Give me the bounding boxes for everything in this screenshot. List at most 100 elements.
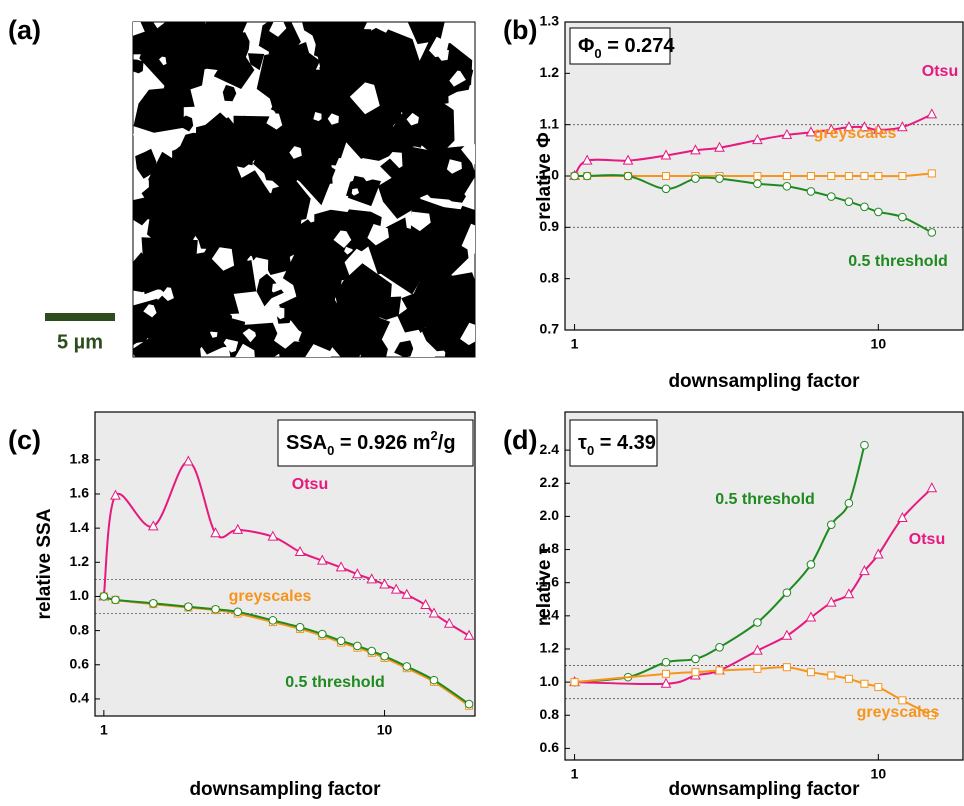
series-label: greyscales	[814, 125, 897, 142]
y-tick-label: 0.4	[70, 690, 90, 706]
annotation-part: τ	[578, 432, 587, 454]
annotation: Φ0 = 0.274	[578, 35, 675, 61]
marker	[583, 172, 591, 180]
micrograph-phases	[113, 0, 494, 386]
marker	[807, 669, 814, 676]
scale-bar-label: 5 µm	[57, 331, 103, 353]
annotation: SSA0 = 0.926 m2/g	[286, 428, 456, 458]
annotation-part: SSA	[286, 432, 327, 454]
y-axis-label: relative τ	[534, 545, 555, 626]
x-tick-label: 10	[377, 722, 393, 738]
marker	[845, 675, 852, 682]
panel-label: (d)	[503, 425, 537, 455]
marker	[692, 669, 699, 676]
marker	[149, 599, 157, 607]
marker	[465, 700, 473, 708]
marker	[875, 173, 882, 180]
marker	[692, 655, 700, 663]
x-axis-label: downsampling factor	[189, 779, 381, 800]
series-label: 0.5 threshold	[715, 491, 815, 508]
marker	[828, 672, 835, 679]
marker	[662, 658, 670, 666]
annotation-part: = 0.926 m	[334, 432, 430, 454]
series-label: Otsu	[922, 63, 958, 80]
marker	[368, 647, 376, 655]
y-tick-label: 2.0	[540, 507, 560, 523]
y-tick-label: 1.0	[70, 587, 90, 603]
panel-label: (c)	[8, 425, 41, 455]
marker	[875, 684, 882, 691]
series-label: Otsu	[909, 531, 945, 548]
marker	[783, 664, 790, 671]
x-tick-label: 1	[571, 336, 579, 352]
y-tick-label: 0.8	[540, 269, 560, 285]
annotation-part: /g	[438, 432, 456, 454]
marker	[807, 188, 815, 196]
y-tick-label: 1.2	[540, 640, 560, 656]
marker	[716, 644, 724, 652]
solid-phase	[125, 59, 144, 73]
marker	[754, 619, 762, 627]
y-tick-label: 2.2	[540, 474, 560, 490]
marker	[754, 180, 762, 188]
marker	[899, 213, 907, 221]
y-axis-label: relative SSA	[34, 508, 55, 619]
marker	[692, 175, 700, 183]
marker	[861, 680, 868, 687]
annotation-part: 2	[431, 428, 438, 443]
x-tick-label: 10	[871, 766, 887, 782]
marker	[783, 182, 791, 190]
figure: (a) 5 µm (b)Otsugreyscales0.5 threshold0…	[0, 0, 964, 806]
marker	[269, 617, 277, 625]
marker	[403, 663, 411, 671]
marker	[663, 670, 670, 677]
marker	[234, 608, 242, 616]
series-label: greyscales	[229, 588, 312, 605]
marker	[783, 589, 791, 597]
marker	[112, 596, 120, 604]
x-axis-label: downsampling factor	[668, 371, 860, 392]
marker	[754, 173, 761, 180]
series-label: 0.5 threshold	[848, 253, 948, 270]
marker	[354, 642, 362, 650]
y-tick-label: 1.2	[540, 64, 560, 80]
marker	[828, 173, 835, 180]
marker	[845, 499, 853, 507]
marker	[716, 175, 724, 183]
marker	[845, 173, 852, 180]
marker	[212, 605, 220, 613]
marker	[296, 623, 304, 631]
marker	[100, 593, 108, 601]
series-label: greyscales	[857, 704, 940, 721]
marker	[807, 561, 815, 569]
marker	[807, 173, 814, 180]
y-tick-label: 1.6	[70, 485, 90, 501]
series-label: 0.5 threshold	[285, 674, 385, 691]
x-axis-label: downsampling factor	[668, 779, 860, 800]
x-tick-label: 1	[571, 766, 579, 782]
annotation-part: = 0.274	[602, 35, 676, 57]
marker	[827, 521, 835, 529]
marker	[663, 173, 670, 180]
annotation-part: 0	[327, 443, 334, 458]
annotation-part: 0	[594, 46, 601, 61]
marker	[899, 173, 906, 180]
x-tick-label: 1	[100, 722, 108, 738]
annotation-part: Φ	[578, 35, 594, 57]
marker	[861, 203, 869, 211]
marker	[571, 172, 579, 180]
marker	[845, 198, 853, 206]
marker	[185, 603, 193, 611]
y-axis-label: relative Φ	[534, 132, 555, 220]
marker	[875, 208, 883, 216]
y-tick-label: 1.1	[540, 115, 560, 131]
marker	[571, 679, 578, 686]
marker	[827, 193, 835, 201]
marker	[861, 173, 868, 180]
marker	[899, 697, 906, 704]
y-tick-label: 1.4	[70, 519, 90, 535]
panel-label: (b)	[503, 15, 537, 45]
marker	[716, 667, 723, 674]
marker	[754, 665, 761, 672]
marker	[861, 441, 869, 449]
